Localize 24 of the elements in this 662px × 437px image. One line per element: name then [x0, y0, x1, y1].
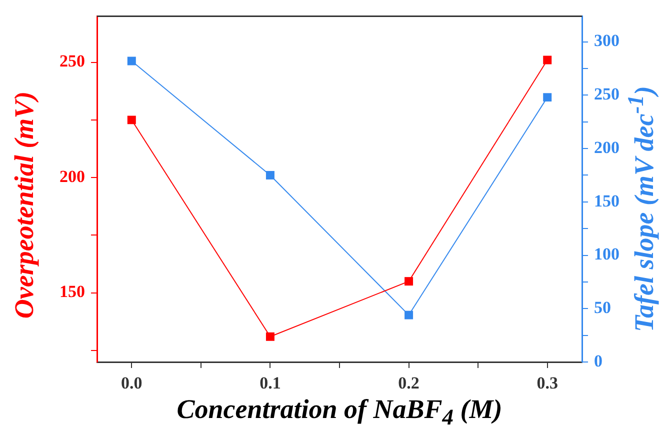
point: [266, 332, 274, 341]
y2-tick-label: 200: [594, 138, 620, 157]
point: [404, 277, 414, 286]
point: [543, 93, 552, 102]
y-tick-label: 250: [60, 52, 85, 71]
point: [266, 170, 274, 180]
y2-tick-label: 150: [594, 191, 620, 210]
y2-tick-label: 300: [594, 31, 620, 50]
y2-tick-label: 250: [594, 84, 620, 104]
x-tick-label: 0.0: [121, 374, 142, 393]
x-tick-label: 0.3: [536, 374, 558, 393]
x-tick-label: 0.1: [260, 374, 281, 393]
y2-tick-label: 100: [594, 244, 620, 264]
y2-tick-label: 50: [594, 298, 611, 318]
point: [127, 56, 136, 66]
point: [543, 56, 552, 64]
x-tick-label: 0.2: [398, 374, 420, 393]
y-axis-title: Overpeotential (mV): [8, 90, 40, 321]
point: [127, 116, 136, 124]
x-axis-title: Concentration of NaBF$_{4}$ (M): [176, 393, 504, 432]
y-tick-label: 200: [60, 166, 85, 186]
y-tick-label: 150: [60, 282, 85, 302]
point: [404, 310, 414, 320]
y2-tick-label: 0: [594, 351, 602, 370]
